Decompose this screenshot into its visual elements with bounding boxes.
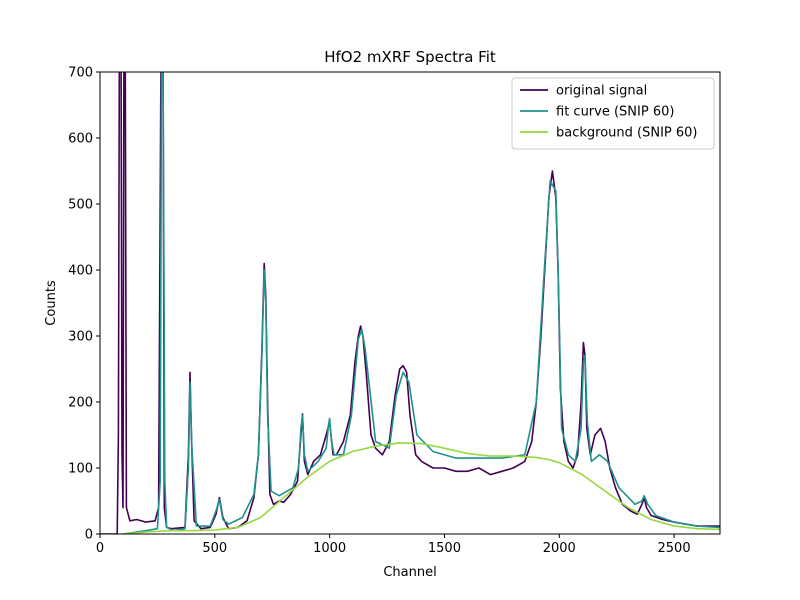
y-tick-label: 100 [68, 462, 93, 477]
series-line-3 [122, 442, 720, 534]
series-layer [100, 72, 720, 534]
x-tick-label: 500 [202, 541, 227, 556]
series-line-1 [100, 72, 720, 534]
y-tick-label: 400 [68, 264, 93, 279]
y-tick-label: 500 [68, 198, 93, 213]
y-tick-label: 200 [68, 396, 93, 411]
x-tick-label: 0 [96, 541, 104, 556]
legend-label: fit curve (SNIP 60) [556, 105, 674, 120]
y-axis-label: Counts [44, 280, 59, 326]
legend-label: original signal [556, 84, 647, 99]
legend-box [511, 77, 715, 150]
y-tick-label: 700 [68, 66, 93, 81]
legend: original signal fit curve (SNIP 60) backgr… [511, 77, 715, 150]
x-tick-label: 2500 [658, 541, 691, 556]
series-line-2 [122, 72, 720, 534]
plot-frame [99, 71, 721, 535]
x-tick-label: 1500 [428, 541, 461, 556]
y-tick-label: 600 [68, 132, 93, 147]
x-tick-label: 2000 [543, 541, 576, 556]
y-tick-label: 0 [85, 528, 93, 543]
y-tick-label: 300 [68, 330, 93, 345]
x-tick-label: 1000 [313, 541, 346, 556]
x-axis: 0 500 1000 1500 2000 2500 [96, 534, 691, 556]
legend-label: background (SNIP 60) [556, 126, 698, 141]
y-axis: 0 100 200 300 400 500 600 700 [68, 66, 100, 543]
x-axis-label: Channel [383, 565, 436, 580]
chart-title: HfO2 mXRF Spectra Fit [324, 48, 496, 66]
